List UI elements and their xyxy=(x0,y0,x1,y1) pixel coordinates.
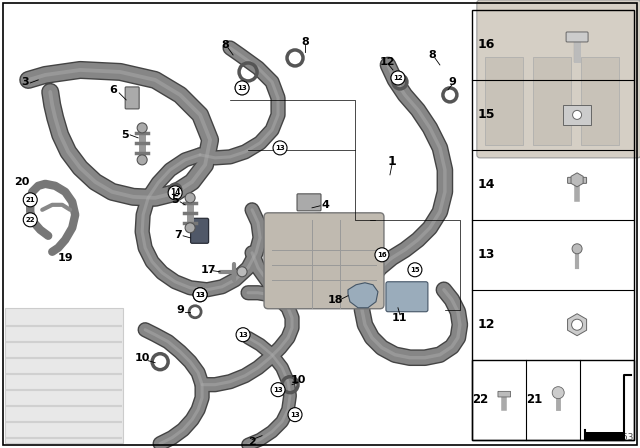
Text: 5: 5 xyxy=(122,130,129,140)
Text: 2: 2 xyxy=(248,437,256,447)
Text: 13: 13 xyxy=(275,145,285,151)
Bar xyxy=(580,57,619,145)
Text: 12: 12 xyxy=(477,318,495,331)
Text: 17: 17 xyxy=(200,265,216,275)
Text: 4: 4 xyxy=(321,200,329,210)
Bar xyxy=(5,308,123,443)
Circle shape xyxy=(573,110,582,120)
Circle shape xyxy=(552,387,564,399)
Text: 1: 1 xyxy=(388,155,396,168)
Circle shape xyxy=(288,408,302,422)
Text: 8: 8 xyxy=(301,37,309,47)
Circle shape xyxy=(185,223,195,233)
Text: 19: 19 xyxy=(58,253,73,263)
Text: 10: 10 xyxy=(291,375,306,385)
Text: 498363: 498363 xyxy=(599,433,634,442)
Text: 12: 12 xyxy=(379,57,395,67)
Circle shape xyxy=(572,319,582,330)
Text: 13: 13 xyxy=(273,387,283,392)
Text: 13: 13 xyxy=(195,292,205,298)
Text: 11: 11 xyxy=(392,313,408,323)
Circle shape xyxy=(236,328,250,342)
Text: 8: 8 xyxy=(221,40,229,50)
Text: 13: 13 xyxy=(237,85,247,91)
FancyBboxPatch shape xyxy=(264,213,384,309)
Text: 6: 6 xyxy=(109,85,117,95)
Circle shape xyxy=(23,213,37,227)
Circle shape xyxy=(137,155,147,165)
Text: 22: 22 xyxy=(26,217,35,223)
Text: 22: 22 xyxy=(472,393,488,406)
Text: 14: 14 xyxy=(170,188,180,197)
Polygon shape xyxy=(571,173,583,187)
FancyBboxPatch shape xyxy=(125,87,139,109)
Text: 3: 3 xyxy=(21,77,29,87)
Circle shape xyxy=(572,244,582,254)
Text: 13: 13 xyxy=(290,412,300,418)
Text: 21: 21 xyxy=(26,197,35,203)
Circle shape xyxy=(375,248,389,262)
FancyBboxPatch shape xyxy=(568,177,587,183)
FancyBboxPatch shape xyxy=(498,392,511,397)
Circle shape xyxy=(193,288,207,302)
Circle shape xyxy=(193,288,207,302)
FancyBboxPatch shape xyxy=(566,32,588,42)
Bar xyxy=(472,10,634,439)
FancyBboxPatch shape xyxy=(191,218,209,243)
Text: 5: 5 xyxy=(172,195,179,205)
Text: 7: 7 xyxy=(174,230,182,240)
FancyBboxPatch shape xyxy=(477,0,640,158)
Text: 16: 16 xyxy=(477,39,495,52)
Bar xyxy=(563,105,591,125)
Text: 9: 9 xyxy=(176,305,184,315)
Polygon shape xyxy=(568,314,587,336)
Circle shape xyxy=(271,383,285,396)
Text: 18: 18 xyxy=(327,295,343,305)
Text: 13: 13 xyxy=(238,332,248,338)
FancyBboxPatch shape xyxy=(386,282,428,312)
Circle shape xyxy=(137,123,147,133)
Bar xyxy=(472,360,634,439)
Circle shape xyxy=(408,263,422,277)
Text: 9: 9 xyxy=(448,77,456,87)
Text: 12: 12 xyxy=(393,75,403,81)
Text: 13: 13 xyxy=(477,248,495,261)
Circle shape xyxy=(23,193,37,207)
FancyBboxPatch shape xyxy=(297,194,321,211)
Text: 15: 15 xyxy=(410,267,420,273)
Text: 14: 14 xyxy=(477,178,495,191)
Bar xyxy=(585,431,624,439)
Bar xyxy=(485,57,523,145)
Circle shape xyxy=(237,267,247,277)
Circle shape xyxy=(391,71,405,85)
Circle shape xyxy=(235,81,249,95)
Circle shape xyxy=(168,186,182,200)
Text: 13: 13 xyxy=(195,292,205,298)
Text: 8: 8 xyxy=(428,50,436,60)
Polygon shape xyxy=(348,283,378,308)
Text: 16: 16 xyxy=(377,252,387,258)
Text: 20: 20 xyxy=(15,177,30,187)
Text: 15: 15 xyxy=(477,108,495,121)
Circle shape xyxy=(273,141,287,155)
Text: 10: 10 xyxy=(134,353,150,363)
Circle shape xyxy=(185,193,195,203)
Text: 21: 21 xyxy=(525,393,542,406)
Bar xyxy=(533,57,571,145)
